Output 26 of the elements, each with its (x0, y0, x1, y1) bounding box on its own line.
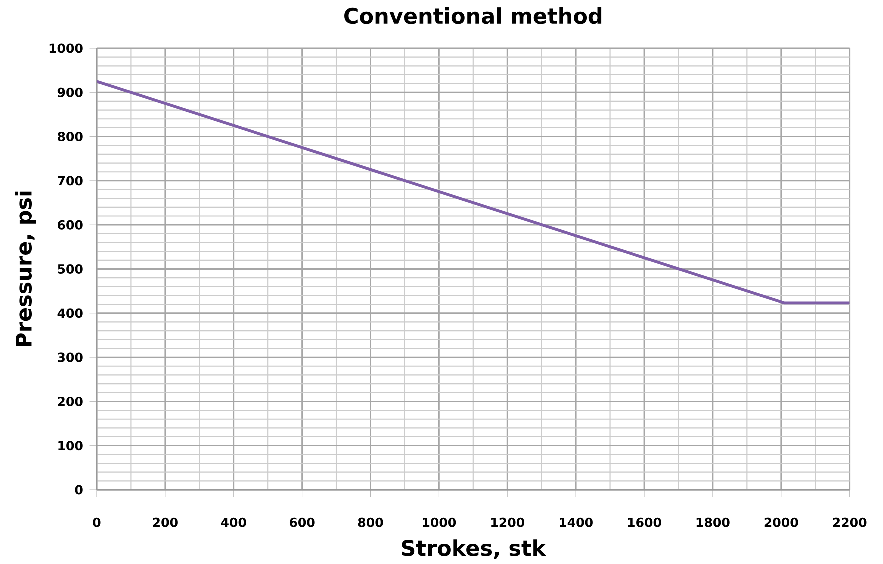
y-tick-label: 600 (58, 220, 83, 230)
x-tick-label: 2200 (833, 518, 867, 528)
x-tick-label: 1200 (492, 518, 524, 528)
y-tick-label: 0 (75, 485, 83, 495)
y-axis-title: Pressure, psi (15, 192, 36, 346)
y-tick-label: 900 (58, 88, 83, 98)
x-tick-label: 600 (290, 518, 315, 528)
x-tick-label: 800 (358, 518, 384, 528)
x-axis-title: Strokes, stk (402, 540, 546, 560)
y-tick-label: 1000 (50, 44, 83, 54)
x-tick-label: 2000 (764, 518, 798, 528)
x-tick-label: 1000 (423, 518, 456, 528)
y-tick-label: 700 (58, 176, 83, 186)
y-tick-label: 300 (58, 352, 83, 362)
x-tick-label: 1800 (696, 518, 730, 528)
y-tick-label: 400 (58, 308, 83, 318)
x-tick-label: 1400 (560, 518, 593, 528)
y-tick-label: 200 (58, 396, 83, 406)
x-tick-label: 400 (221, 518, 246, 528)
chart-title: Conventional method (344, 8, 602, 24)
x-tick-label: 0 (93, 518, 101, 528)
y-tick-label: 500 (58, 264, 83, 274)
y-tick-label: 800 (58, 132, 83, 142)
x-tick-label: 1600 (628, 518, 662, 528)
x-tick-label: 200 (153, 518, 178, 528)
y-tick-label: 100 (58, 441, 83, 451)
